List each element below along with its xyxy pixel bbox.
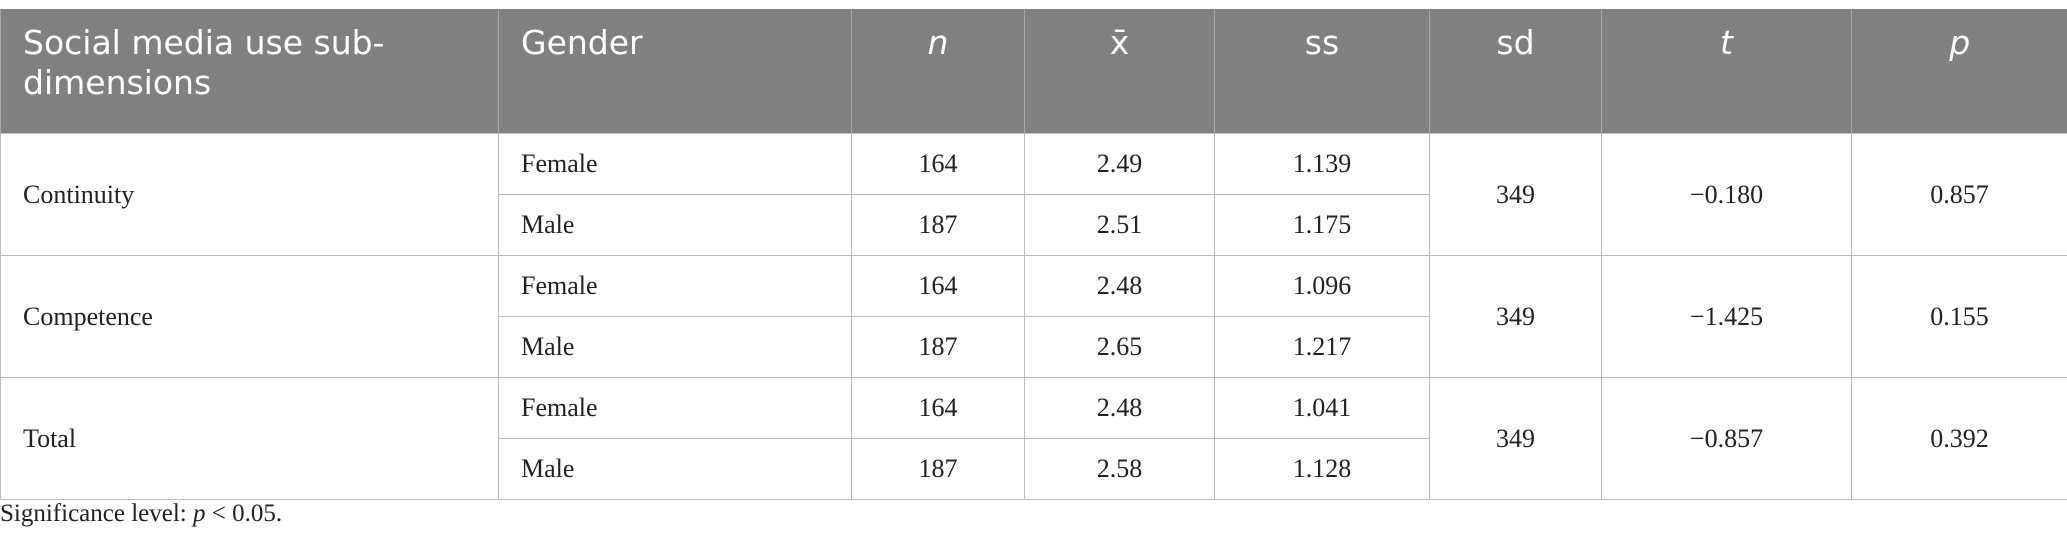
header-cell: sd — [1429, 9, 1602, 134]
table-row: Total Female 164 2.48 1.041 349 −0.857 0.392 — [0, 377, 2067, 500]
header-cell: x̄ — [1024, 9, 1215, 134]
value-cell: 2.58 — [1024, 438, 1215, 500]
header-cell: Social media use sub-dimensions — [0, 9, 499, 134]
header-cell: t — [1601, 9, 1852, 134]
table-row: Competence Female 164 2.48 1.096 349 −1.425 0.1… — [0, 255, 2067, 378]
stat-cell: 0.857 — [1851, 133, 2067, 256]
footnote-text: Significance level: — [0, 500, 187, 527]
value-cell: 2.49 — [1024, 133, 1215, 195]
gender-cell: Male — [498, 316, 852, 378]
footnote: Significance level: p < 0.05. — [0, 500, 282, 528]
table-row: Continuity Female 164 2.49 1.139 349 −0.180 0.8… — [0, 133, 2067, 256]
value-cell: 164 — [851, 377, 1025, 439]
value-cell: 1.041 — [1214, 377, 1430, 439]
stat-cell: 349 — [1429, 133, 1602, 256]
value-cell: 1.128 — [1214, 438, 1430, 500]
gender-cell: Female — [498, 377, 852, 439]
stat-cell: −0.857 — [1601, 377, 1852, 500]
value-cell: 2.48 — [1024, 255, 1215, 317]
table-row: Male 187 2.65 1.217 — [1, 316, 2067, 378]
value-cell: 1.217 — [1214, 316, 1430, 378]
value-cell: 1.139 — [1214, 133, 1430, 195]
stat-cell: −0.180 — [1601, 133, 1852, 256]
value-cell: 187 — [851, 316, 1025, 378]
value-cell: 164 — [851, 255, 1025, 317]
table-row: Male 187 2.58 1.128 — [1, 438, 2067, 500]
value-cell: 2.65 — [1024, 316, 1215, 378]
stat-cell: 349 — [1429, 255, 1602, 378]
gender-cell: Female — [498, 133, 852, 195]
value-cell: 187 — [851, 438, 1025, 500]
footnote-text: < 0.05. — [211, 500, 283, 527]
header-cell: Gender — [498, 9, 852, 134]
stat-cell: 349 — [1429, 377, 1602, 500]
group-label: Competence — [0, 255, 499, 378]
data-table: Social media use sub-dimensions Gender n x̄… — [0, 9, 2067, 500]
footnote-symbol: p — [192, 500, 206, 527]
gender-cell: Male — [498, 194, 852, 256]
value-cell: 1.096 — [1214, 255, 1430, 317]
value-cell: 1.175 — [1214, 194, 1430, 256]
value-cell: 2.48 — [1024, 377, 1215, 439]
header-cell: p — [1851, 9, 2067, 134]
header-row: Social media use sub-dimensions Gender n x̄… — [0, 9, 2067, 134]
group-label: Continuity — [0, 133, 499, 256]
header-cell: n — [851, 9, 1025, 134]
value-cell: 2.51 — [1024, 194, 1215, 256]
gender-cell: Male — [498, 438, 852, 500]
value-cell: 187 — [851, 194, 1025, 256]
stat-cell: 0.392 — [1851, 377, 2067, 500]
gender-cell: Female — [498, 255, 852, 317]
stat-cell: −1.425 — [1601, 255, 1852, 378]
stat-cell: 0.155 — [1851, 255, 2067, 378]
group-label: Total — [0, 377, 499, 500]
value-cell: 164 — [851, 133, 1025, 195]
table-body: Continuity Female 164 2.49 1.139 349 −0.180 0.8… — [0, 133, 2067, 500]
header-cell: ss — [1214, 9, 1430, 134]
